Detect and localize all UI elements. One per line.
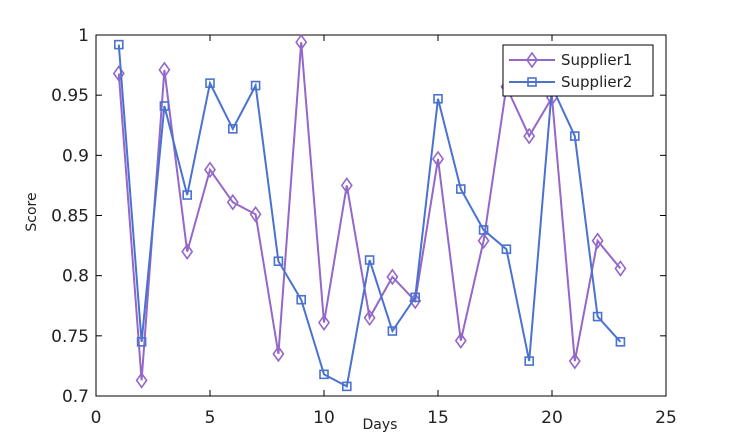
data-point-supplier1 bbox=[614, 260, 627, 277]
data-point-supplier2 bbox=[182, 190, 192, 200]
data-point-supplier2 bbox=[228, 124, 238, 134]
y-axis-label: Score bbox=[24, 192, 40, 231]
data-point-supplier1 bbox=[295, 33, 308, 51]
data-point-supplier1 bbox=[318, 314, 330, 331]
y-tick-label: 0.85 bbox=[51, 207, 89, 227]
x-tick-label: 15 bbox=[427, 408, 449, 428]
data-point-supplier1 bbox=[226, 193, 239, 211]
data-point-supplier2 bbox=[319, 369, 329, 380]
data-point-supplier1 bbox=[158, 61, 171, 79]
x-tick-label: 10 bbox=[313, 408, 335, 428]
data-point-supplier2 bbox=[136, 337, 147, 347]
data-point-supplier2 bbox=[592, 311, 603, 322]
legend-label-supplier2: Supplier2 bbox=[561, 73, 632, 91]
data-point-supplier2 bbox=[410, 292, 421, 303]
x-tick-label: 5 bbox=[205, 408, 216, 428]
y-tick-label: 0.7 bbox=[62, 387, 89, 407]
data-point-supplier2 bbox=[364, 255, 375, 265]
x-tick-label: 25 bbox=[655, 408, 677, 428]
data-point-supplier2 bbox=[250, 80, 261, 91]
data-point-supplier2 bbox=[433, 93, 443, 104]
series-line-supplier2 bbox=[117, 44, 622, 388]
legend-marker-supplier1 bbox=[526, 51, 538, 69]
data-point-supplier2 bbox=[501, 244, 512, 254]
data-point-supplier1 bbox=[204, 161, 216, 179]
data-point-supplier2 bbox=[524, 356, 535, 366]
data-point-supplier2 bbox=[296, 294, 307, 305]
data-point-supplier2 bbox=[387, 326, 398, 336]
legend-marker-supplier2 bbox=[527, 77, 537, 87]
series-line-supplier1 bbox=[117, 42, 622, 381]
data-point-supplier1 bbox=[477, 232, 490, 250]
data-point-supplier2 bbox=[615, 337, 626, 347]
y-tick-label: 0.9 bbox=[62, 146, 89, 166]
data-point-supplier2 bbox=[455, 184, 466, 194]
axis-ticks bbox=[95, 34, 667, 397]
data-point-supplier1 bbox=[135, 371, 148, 389]
data-point-supplier2 bbox=[159, 101, 170, 111]
legend-box bbox=[502, 44, 654, 97]
y-tick-label: 0.95 bbox=[51, 86, 89, 106]
data-point-supplier1 bbox=[340, 177, 353, 194]
series-supplier2 bbox=[114, 39, 626, 392]
data-point-supplier1 bbox=[568, 352, 581, 370]
y-tick-label: 1 bbox=[78, 26, 89, 46]
legend: Supplier1 Supplier2 bbox=[502, 44, 654, 97]
data-point-supplier1 bbox=[272, 345, 285, 363]
data-point-supplier1 bbox=[523, 127, 536, 145]
x-axis-label: Days bbox=[363, 417, 398, 433]
data-point-supplier1 bbox=[454, 332, 467, 350]
legend-label-supplier1: Supplier1 bbox=[561, 51, 632, 69]
series-layer bbox=[112, 33, 627, 392]
data-point-supplier2 bbox=[273, 256, 284, 267]
data-point-supplier2 bbox=[114, 39, 124, 50]
data-point-supplier2 bbox=[341, 381, 352, 392]
data-point-supplier1 bbox=[112, 65, 125, 82]
data-point-supplier1 bbox=[249, 205, 262, 223]
data-point-supplier2 bbox=[205, 78, 215, 88]
data-point-supplier1 bbox=[432, 150, 444, 168]
y-tick-label: 0.75 bbox=[51, 327, 89, 347]
data-point-supplier1 bbox=[181, 243, 194, 260]
y-tick-label: 0.8 bbox=[62, 267, 89, 287]
data-point-supplier1 bbox=[591, 232, 604, 250]
data-point-supplier1 bbox=[386, 268, 399, 286]
data-point-supplier1 bbox=[363, 309, 376, 327]
x-tick-label: 20 bbox=[541, 408, 563, 428]
data-point-supplier2 bbox=[478, 225, 489, 235]
x-tick-label: 0 bbox=[91, 408, 102, 428]
axis-tick-labels: 0 5 10 15 20 25 0.7 0.75 0.8 0.85 0.9 0.95 1 bbox=[51, 26, 677, 428]
data-point-supplier2 bbox=[569, 131, 580, 141]
